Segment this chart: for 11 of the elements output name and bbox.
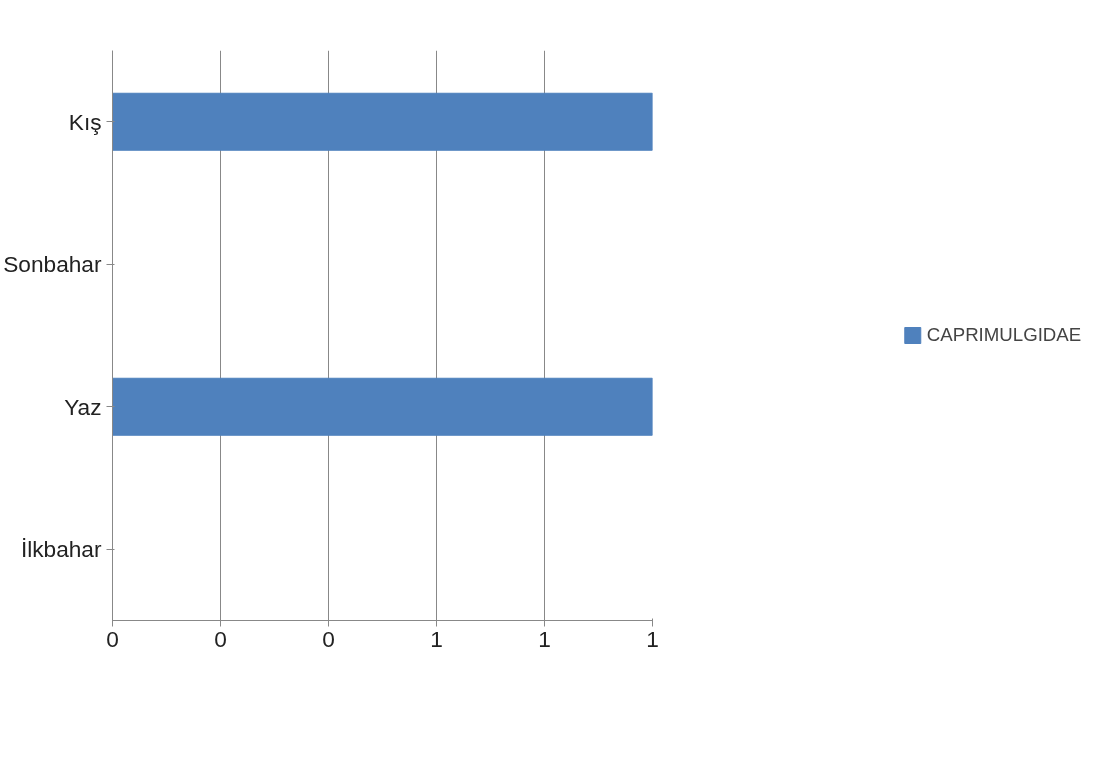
y-tick-label: Yaz <box>64 393 102 420</box>
y-tick-label: Sonbahar <box>3 251 102 278</box>
x-tick-label: 1 <box>646 625 659 652</box>
x-tick-label: 0 <box>214 625 227 652</box>
legend-label: CAPRIMULGIDAE <box>926 324 1082 346</box>
x-tick-label: 1 <box>538 625 551 652</box>
x-tick-label: 0 <box>322 625 335 652</box>
x-tick-label: 0 <box>106 625 119 652</box>
y-tick-label: Kış <box>68 108 102 135</box>
x-tick-label: 1 <box>430 625 443 652</box>
y-tick-label: İlkbahar <box>20 536 102 563</box>
